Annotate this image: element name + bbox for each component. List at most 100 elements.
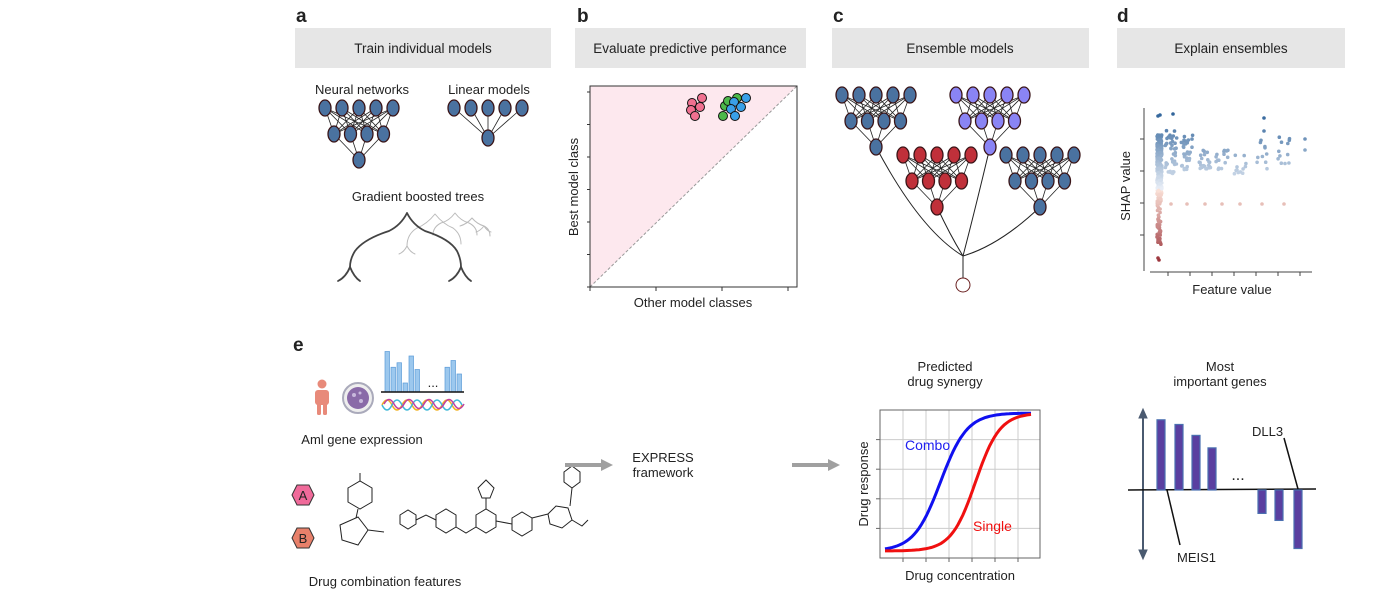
shap-dot [1303,137,1307,141]
shap-dot [1285,152,1290,157]
network-node [447,99,461,117]
x-axis-label-b: Other model classes [634,295,753,310]
shap-dot [1262,129,1266,133]
model-point-pink [690,111,700,121]
expression-bar [414,369,420,393]
shap-dot [1171,152,1176,156]
shap-dot [1217,166,1221,170]
network-node [386,99,400,117]
shap-dot [1219,166,1224,171]
network-node [974,112,989,130]
linear-model-icon [447,99,529,147]
model-point-blue [741,93,751,103]
shap-dot [1182,134,1187,139]
shap-dot [1222,152,1226,156]
gene-importance-bar [1191,434,1201,491]
synergy-plot-frame [879,409,1041,559]
expression-bar [408,355,414,393]
shap-dot [1187,158,1191,163]
shap-dot [1216,158,1220,162]
shap-dot [1156,213,1161,217]
shap-dot [1173,141,1177,145]
edge [964,94,1008,122]
ensemble-network-blue-1 [835,86,917,156]
gradient-boosted-trees-label: Gradient boosted trees [352,189,485,204]
shap-dot [1172,170,1176,174]
network-node [930,198,944,216]
gene-importance-bar [1174,423,1184,491]
dll3-label: DLL3 [1252,424,1283,439]
shap-dot [1155,134,1159,139]
network-node [1024,172,1039,190]
header-explain-ensembles: Explain ensembles [1174,41,1288,56]
genes-vertical-axis [1138,407,1148,561]
network-node [983,86,997,104]
network-node [886,86,900,104]
shap-dot [1184,152,1188,156]
panel-e: e ... Aml gene expression A B [291,335,1317,589]
expression-bar [450,360,456,393]
drug-a-label: A [299,488,308,503]
edge [911,154,955,182]
shap-dot [1171,112,1175,116]
shap-dot [1168,141,1173,145]
edge [928,154,972,182]
dll3-leader-line [1283,437,1299,490]
shap-dot [1232,171,1237,176]
shap-dot [1158,182,1162,186]
shap-dot [1233,153,1238,158]
edge [1014,154,1058,182]
shap-dot [1190,133,1195,138]
network-node [954,172,969,190]
person-icon [315,379,329,415]
drug-features-label: Drug combination features [309,574,462,589]
network-node [852,86,866,104]
network-node [869,86,883,104]
panel-b: b Evaluate predictive performance Best m… [566,6,806,310]
model-point-green [718,111,728,121]
shap-dot [1180,163,1184,168]
network-node [481,129,495,147]
meis1-leader-line [1166,489,1181,546]
model-point-blue [736,102,746,112]
shap-dot [1287,136,1292,141]
network-node [835,86,849,104]
diagonal-line [589,85,798,288]
shap-dot [1173,147,1177,151]
shap-dot [1277,135,1282,139]
panel-a: a Train individual models Neural network… [295,6,551,282]
shap-dot [1264,152,1269,156]
shap-dot [1202,152,1207,157]
shap-dot [1158,196,1163,201]
ensemble-network-blue-2 [999,146,1081,216]
network-node [966,86,980,104]
shap-dot [1260,202,1264,206]
synergy-title-line2: drug synergy [907,374,983,389]
network-node [376,125,391,143]
shap-dot [1277,149,1281,154]
shap-dot [1156,188,1161,193]
framework-label-line1: EXPRESS [632,450,694,465]
shap-dot [1164,128,1169,133]
shap-dot [1199,156,1204,161]
arrow-to-framework [565,459,613,471]
combo-label: Combo [905,437,950,453]
gene-importance-bar [1156,419,1166,491]
network-node [947,146,961,164]
shap-dot [1238,202,1242,206]
shap-dot [1235,165,1239,169]
network-node [352,151,366,169]
ensemble-network-purple [949,86,1031,156]
edge [867,94,911,122]
network-node [1007,112,1022,130]
shap-dot [1182,138,1186,142]
panel-letter-c: c [833,6,844,27]
shap-dot [1163,165,1168,170]
shap-dot [1155,235,1159,239]
shap-dot [1283,161,1287,166]
network-node [360,125,374,143]
network-node [1000,86,1014,104]
shap-dot [1155,167,1159,171]
network-node [860,112,875,130]
